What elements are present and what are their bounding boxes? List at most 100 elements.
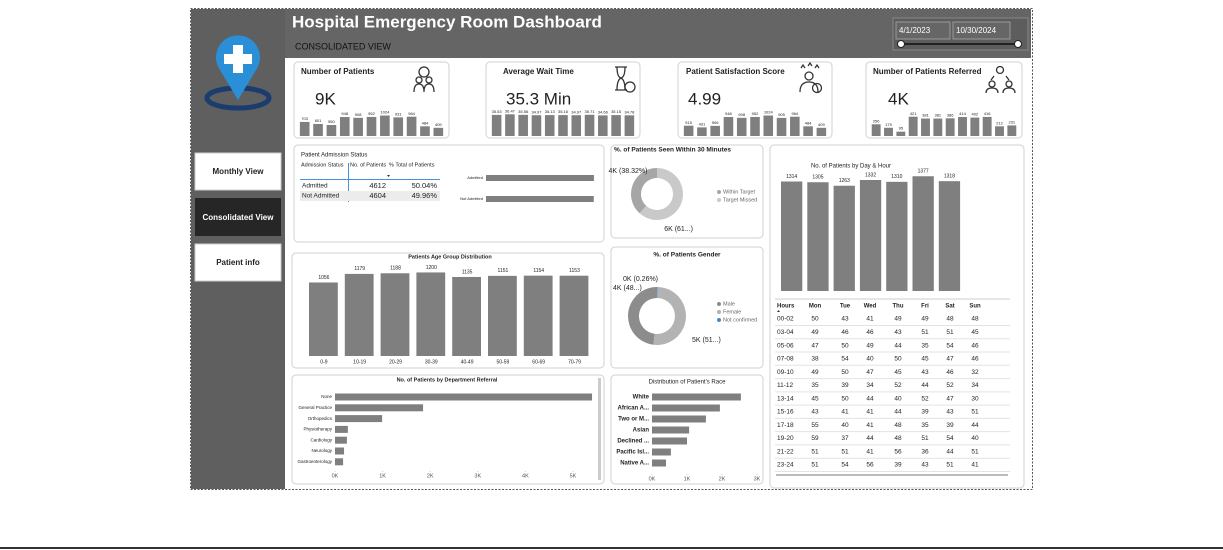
mini-bar-label: 212 bbox=[996, 120, 1003, 125]
mini-bar bbox=[958, 117, 967, 136]
mini-bar-label: 506 bbox=[712, 120, 719, 125]
cell: 50.04% bbox=[412, 181, 438, 190]
bar bbox=[652, 404, 720, 412]
chart-title: Patients Age Group Distribution bbox=[408, 254, 492, 260]
slider-handle[interactable] bbox=[897, 40, 905, 48]
bar bbox=[781, 181, 803, 291]
x-tick-label: 3K bbox=[474, 473, 481, 479]
mini-bar bbox=[505, 114, 515, 136]
chart-title: No. of Patients by Department Referral bbox=[397, 377, 498, 383]
date-to[interactable]: 10/30/2024 bbox=[956, 26, 997, 35]
mini-bar bbox=[945, 118, 955, 136]
cell: 43 bbox=[946, 409, 954, 416]
column-header: Fri bbox=[921, 304, 929, 310]
logo bbox=[204, 35, 272, 111]
legend-dot bbox=[717, 302, 721, 306]
kpi-title: Number of Patients bbox=[301, 67, 375, 76]
cell: 47 bbox=[946, 395, 954, 402]
cell: 43 bbox=[921, 462, 929, 469]
nav-button[interactable] bbox=[195, 198, 281, 236]
bar bbox=[938, 181, 961, 291]
cell: 35 bbox=[921, 342, 929, 349]
nav-label[interactable]: Patient info bbox=[216, 258, 260, 267]
cell: 40 bbox=[971, 435, 979, 442]
cell: 44 bbox=[921, 382, 929, 389]
date-input[interactable] bbox=[895, 21, 951, 40]
mini-bar bbox=[491, 114, 502, 136]
cell: 39 bbox=[894, 462, 902, 469]
kpi-title: Patient Satisfaction Score bbox=[686, 67, 785, 76]
mini-bar bbox=[353, 117, 363, 136]
nav-label[interactable]: Consolidated View bbox=[203, 213, 275, 222]
cell: 00-02 bbox=[777, 316, 794, 323]
cell: Not Admitted bbox=[302, 193, 340, 200]
cell: 43 bbox=[841, 316, 849, 323]
cell: 39 bbox=[921, 409, 929, 416]
cell: 07-08 bbox=[777, 356, 794, 363]
cell: 41 bbox=[866, 422, 874, 429]
nav-button[interactable] bbox=[194, 152, 282, 191]
data-label: 1153 bbox=[569, 268, 580, 274]
mini-bar-label: 484 bbox=[805, 120, 812, 125]
mini-bar-label: 964 bbox=[408, 111, 415, 116]
data-label: 0K (0.26%) bbox=[623, 276, 658, 283]
y-tick-label: Cardiology bbox=[310, 437, 332, 442]
mini-bar bbox=[908, 116, 918, 136]
cell: 50 bbox=[841, 369, 849, 376]
x-tick-label: 2K bbox=[427, 473, 434, 479]
x-tick-label: 1K bbox=[684, 476, 691, 482]
cell: 11-12 bbox=[777, 382, 794, 389]
date-from[interactable]: 4/1/2023 bbox=[899, 26, 931, 35]
cell: 37 bbox=[841, 435, 849, 442]
nav-label[interactable]: Monthly View bbox=[213, 167, 265, 176]
mini-bar bbox=[921, 118, 930, 136]
y-tick-label: Declined ... bbox=[617, 439, 649, 445]
x-tick-label: 0K bbox=[649, 476, 656, 482]
donut-slice bbox=[628, 287, 657, 345]
mini-bar-label: 908 bbox=[738, 112, 745, 117]
kpi-value: 4K bbox=[888, 89, 909, 108]
panel bbox=[293, 144, 605, 243]
x-tick-label: 0-9 bbox=[320, 359, 327, 365]
mini-bar bbox=[624, 115, 635, 136]
cell: 13-14 bbox=[777, 395, 794, 402]
cell: 50 bbox=[841, 342, 849, 349]
bar bbox=[335, 447, 345, 455]
date-slicer: 4/1/2023 10/30/2024 bbox=[892, 17, 1029, 51]
mini-bar-label: 952 bbox=[368, 111, 375, 116]
date-input[interactable] bbox=[952, 21, 1011, 40]
mini-bar bbox=[611, 115, 621, 136]
mini-bar bbox=[339, 117, 350, 136]
cell: 52 bbox=[921, 395, 929, 402]
cell: 30 bbox=[971, 395, 979, 402]
cell: 51 bbox=[921, 329, 929, 336]
column-header: Thu bbox=[893, 304, 904, 310]
data-label: 1188 bbox=[390, 266, 401, 272]
x-tick-label: 4K bbox=[522, 473, 529, 479]
cell: 03-04 bbox=[777, 329, 794, 336]
data-label: 1377 bbox=[918, 169, 929, 175]
slider-handle[interactable] bbox=[1014, 40, 1022, 48]
column-header: Sat bbox=[945, 304, 954, 310]
mini-bar-label: 601 bbox=[315, 118, 322, 123]
nav-button[interactable] bbox=[194, 243, 282, 282]
cell: 46 bbox=[971, 356, 979, 363]
bar bbox=[807, 182, 829, 291]
panel bbox=[291, 252, 605, 369]
cell: 54 bbox=[841, 356, 849, 363]
legend-dot bbox=[717, 198, 721, 202]
mini-bar bbox=[420, 126, 430, 136]
cell: 54 bbox=[946, 435, 954, 442]
y-tick-label: Gastroenterology bbox=[297, 459, 332, 464]
cell: 40 bbox=[894, 395, 902, 402]
mini-bar-label: 179 bbox=[885, 122, 892, 127]
bar bbox=[416, 272, 446, 356]
cell: 19-20 bbox=[777, 435, 794, 442]
cell: 49 bbox=[811, 369, 819, 376]
bar bbox=[335, 425, 348, 433]
mini-bar-label: 35.56 bbox=[518, 109, 529, 114]
mini-bar-label: 35.71 bbox=[585, 109, 596, 114]
data-label: 1332 bbox=[865, 172, 876, 178]
cell: 44 bbox=[866, 435, 874, 442]
